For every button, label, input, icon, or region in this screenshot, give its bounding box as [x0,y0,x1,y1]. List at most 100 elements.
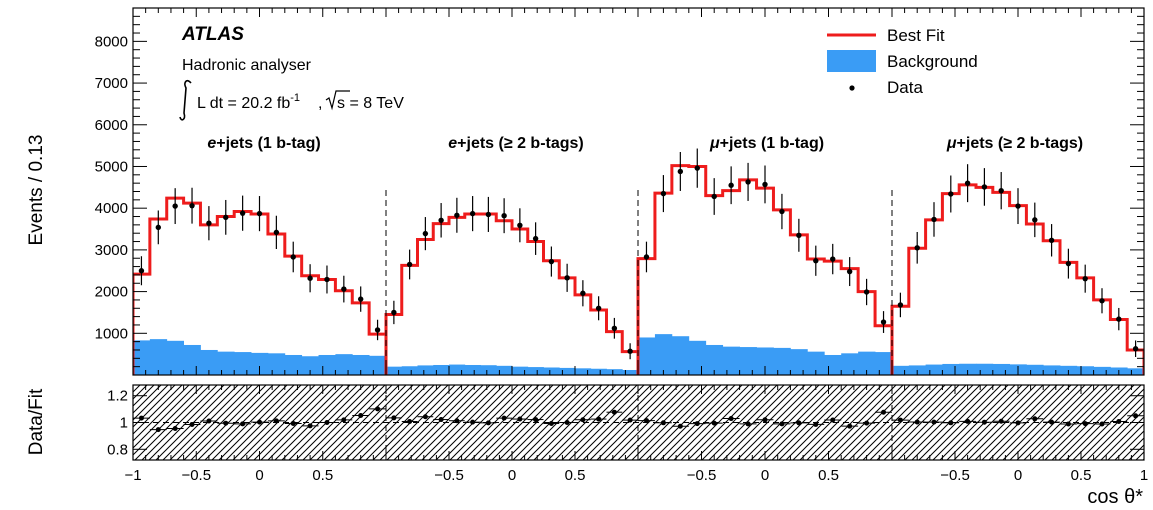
background-bar [858,351,876,375]
data-point [273,229,280,236]
x-tick-label: −0.5 [434,467,464,484]
data-point [138,268,145,274]
ratio-y-tick-label: 1.2 [107,388,128,405]
ratio-data-point [1082,421,1088,427]
ratio-data-point [501,415,507,421]
data-point [813,258,819,264]
ratio-data-point [548,420,554,426]
ratio-data-point [627,417,633,423]
background-bar [807,351,825,375]
background-bar [543,367,560,375]
ratio-data-point [564,420,570,425]
ratio-data-point [643,418,649,424]
ratio-data-point [611,409,617,415]
x-tick-label: 0 [255,467,263,484]
data-point [897,302,904,308]
data-point [643,254,650,260]
x-tick-label: 0.5 [565,467,586,484]
ratio-data-point [711,420,717,426]
channel-label: μ+jets (≥ 2 b-tags) [946,135,1083,152]
ratio-data-point [1099,421,1105,427]
ratio-data-point [470,419,476,425]
ratio-data-point [257,419,262,425]
data-point [580,290,586,296]
x-tick-label: 0.5 [1071,467,1092,484]
data-point [1082,275,1088,282]
background-bar [790,349,808,375]
legend-data-label: Data [887,78,923,97]
ratio-data-point [307,423,313,429]
ratio-data-point [1065,421,1071,427]
ratio-data-point [830,417,836,423]
y-tick-label: 4000 [95,200,128,217]
data-point [1065,260,1072,267]
ratio-data-point [914,419,920,425]
data-point [1015,203,1021,209]
background-bar [892,365,910,375]
data-point [931,216,937,223]
ratio-data-point [454,418,460,424]
ratio-data-point [998,418,1004,424]
background-bar [942,363,960,375]
x-tick-label: 1 [1140,467,1148,484]
data-point [796,232,802,238]
data-point [454,212,460,218]
background-bar [183,344,201,375]
data-point [256,210,263,217]
background-bar [824,354,842,375]
ratio-data-point [677,423,683,429]
data-point [627,348,633,354]
ratio-data-point [728,416,734,422]
best-fit-line [384,212,640,375]
data-point [501,212,507,219]
data-point [611,325,618,331]
background-bar [1076,366,1094,375]
background-bar [234,352,252,375]
y-tick-label: 5000 [95,158,128,175]
lumi-label: L dt = 20.2 fb-1 [197,92,300,112]
data-point [964,180,971,186]
data-point [422,230,429,237]
background-bar [149,339,168,375]
background-bar [496,365,513,375]
background-bar [959,363,977,375]
ratio-data-point [172,426,178,432]
ratio-data-point [438,417,444,423]
background-bar [369,355,387,375]
data-point [469,210,476,217]
background-bar [841,353,859,375]
background-bar [318,354,336,375]
data-point [998,187,1004,194]
x-tick-label: −0.5 [940,467,970,484]
data-point [485,211,492,218]
ratio-y-axis-label: Data/Fit [26,388,47,455]
data-point [694,165,700,171]
background-bar [992,363,1010,375]
ratio-data-point [358,413,364,419]
ratio-data-point [745,421,751,427]
data-point [391,309,397,316]
data-point [745,179,751,185]
data-point [762,181,768,188]
data-point [1032,217,1038,223]
ratio-data-point [981,419,987,425]
background-bar [464,364,481,375]
ratio-data-point [1032,416,1038,422]
background-bar [638,337,656,375]
legend-data-marker [849,85,855,91]
data-point [406,261,413,268]
background-bar [251,352,269,375]
background-bar [133,340,151,375]
atlas-label: ATLAS [181,24,244,45]
x-tick-label: 0.5 [818,467,839,484]
y-tick-label: 8000 [95,33,128,50]
ratio-data-point [1015,420,1021,426]
background-bar [654,334,673,375]
data-point [324,276,330,283]
ratio-data-point [660,420,666,426]
data-point [517,222,523,228]
background-bar [449,364,466,375]
ratio-frame [132,384,1145,461]
data-point [223,214,229,221]
background-bar [433,364,450,375]
